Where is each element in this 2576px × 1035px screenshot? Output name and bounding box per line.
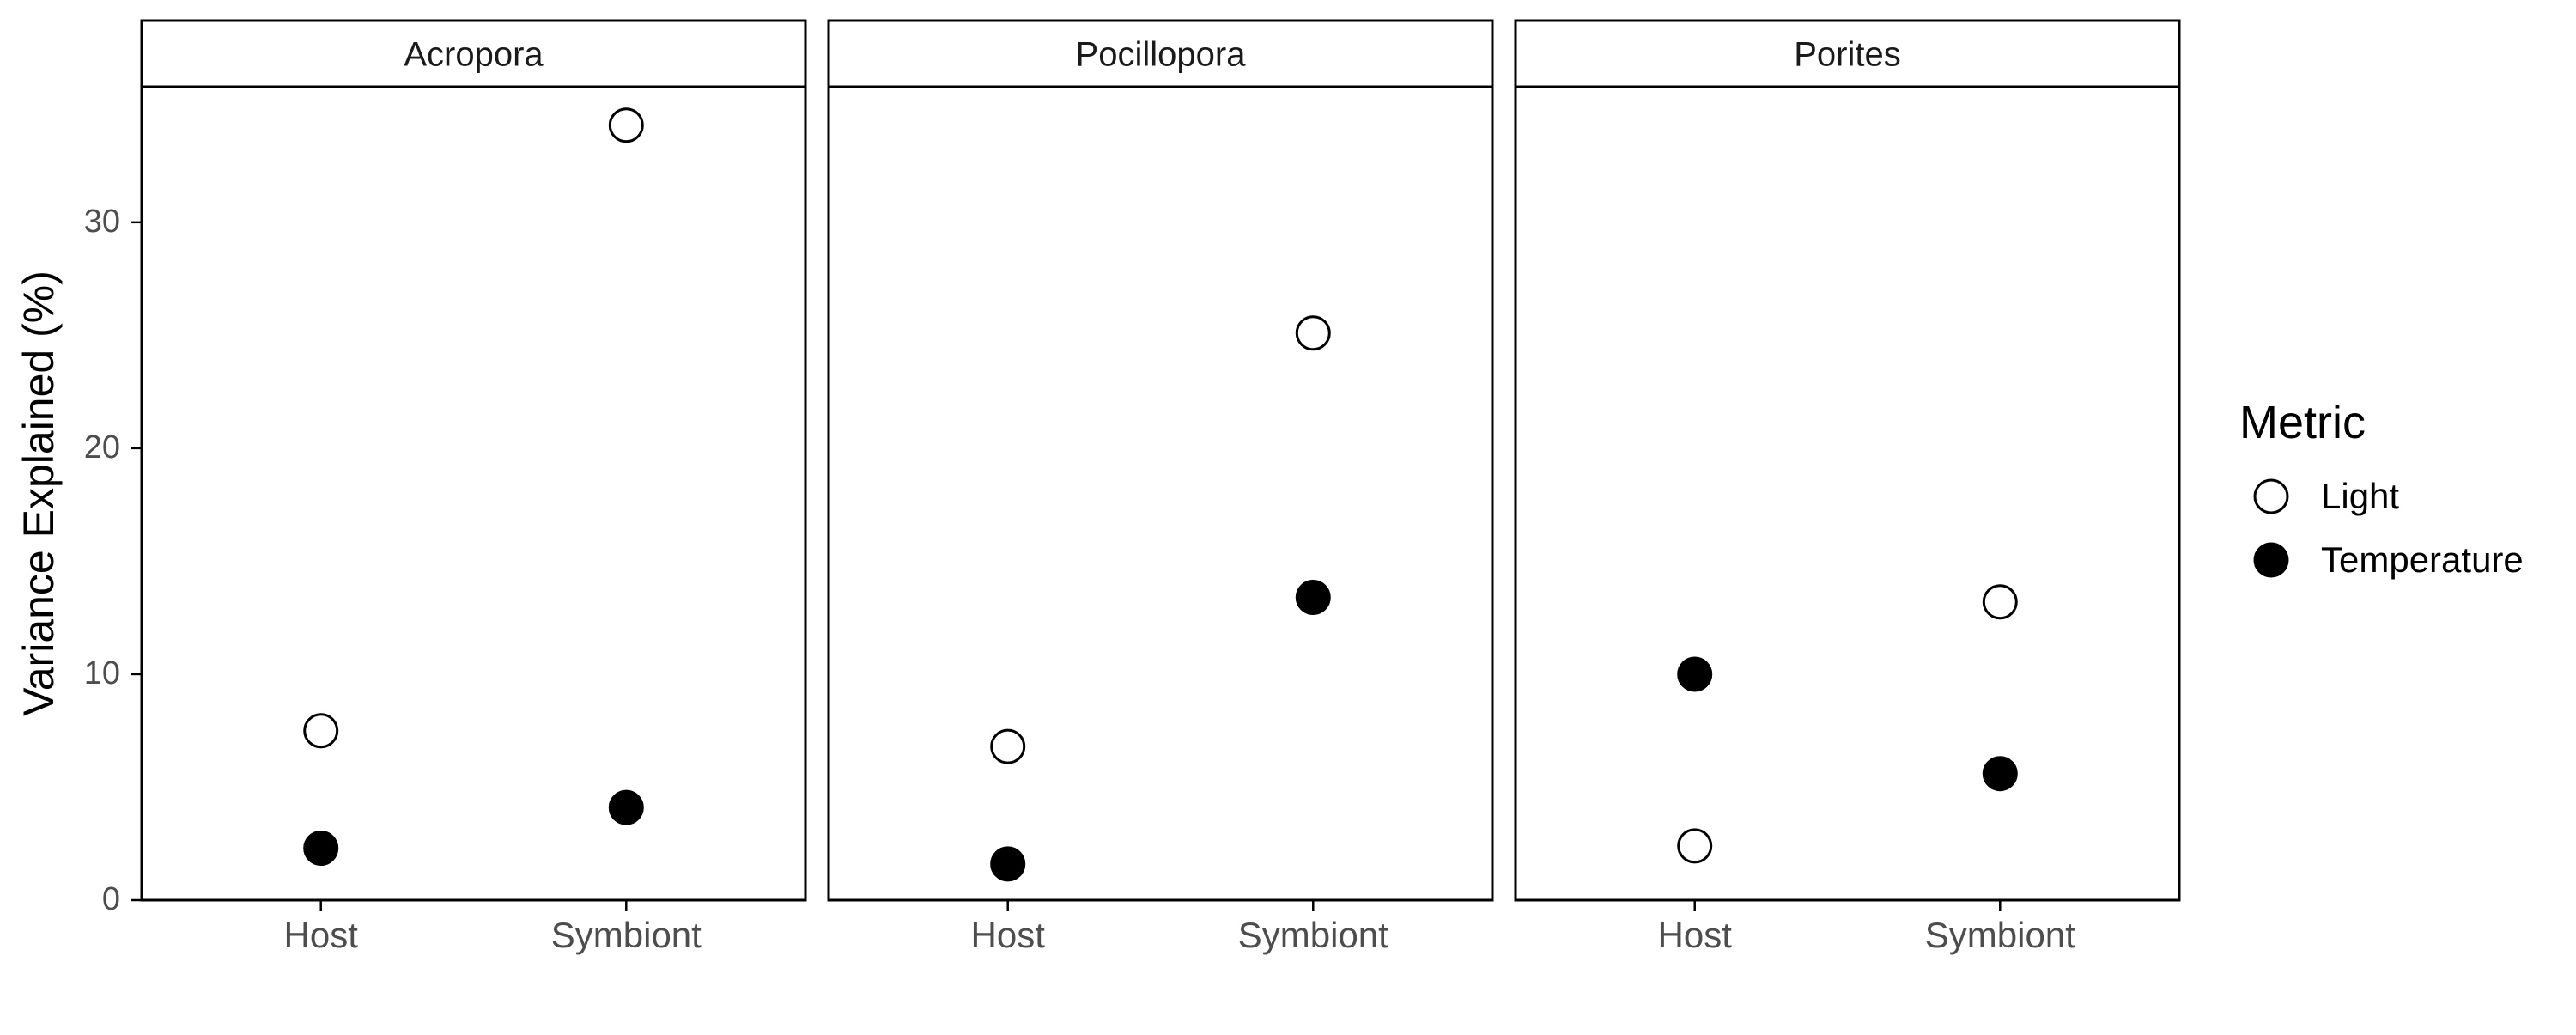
legend-label-light: Light [2321,476,2399,516]
x-tick-label: Symbiont [551,915,702,955]
light-point [1677,828,1713,864]
temperature-point [1982,756,2018,792]
legend-label-temperature: Temperature [2321,539,2524,580]
legend-marker-light [2253,478,2289,514]
y-tick-label: 10 [84,655,120,691]
panel-frame [1514,85,2181,902]
light-point [1295,315,1331,351]
light-point [990,728,1026,764]
temperature-point [608,789,644,825]
x-tick-label: Host [1658,915,1733,955]
temperature-point [990,846,1026,882]
facet-label: Acropora [404,36,544,74]
facet-label: Porites [1794,36,1901,74]
x-tick-label: Symbiont [1238,915,1388,955]
temperature-point [1295,580,1331,616]
temperature-point [303,830,339,866]
light-point [1982,584,2018,620]
facet-label: Pocillopora [1076,36,1247,74]
x-tick-label: Host [284,915,359,955]
x-tick-label: Host [971,915,1046,955]
y-tick-label: 30 [84,204,120,240]
y-axis-title: Variance Explained (%) [15,271,63,716]
temperature-point [1677,656,1713,692]
facet-strip [1514,19,2181,88]
light-point [303,713,339,749]
panel-frame [827,85,1494,902]
y-tick-label: 20 [84,429,120,466]
facet-strip [827,19,1494,88]
panel-frame [140,85,807,902]
facet-strip [140,19,807,88]
legend-marker-temperature [2253,542,2289,578]
legend-title: Metric [2239,397,2366,448]
light-point [608,107,644,143]
y-tick-label: 0 [102,881,120,917]
x-tick-label: Symbiont [1925,915,2075,955]
